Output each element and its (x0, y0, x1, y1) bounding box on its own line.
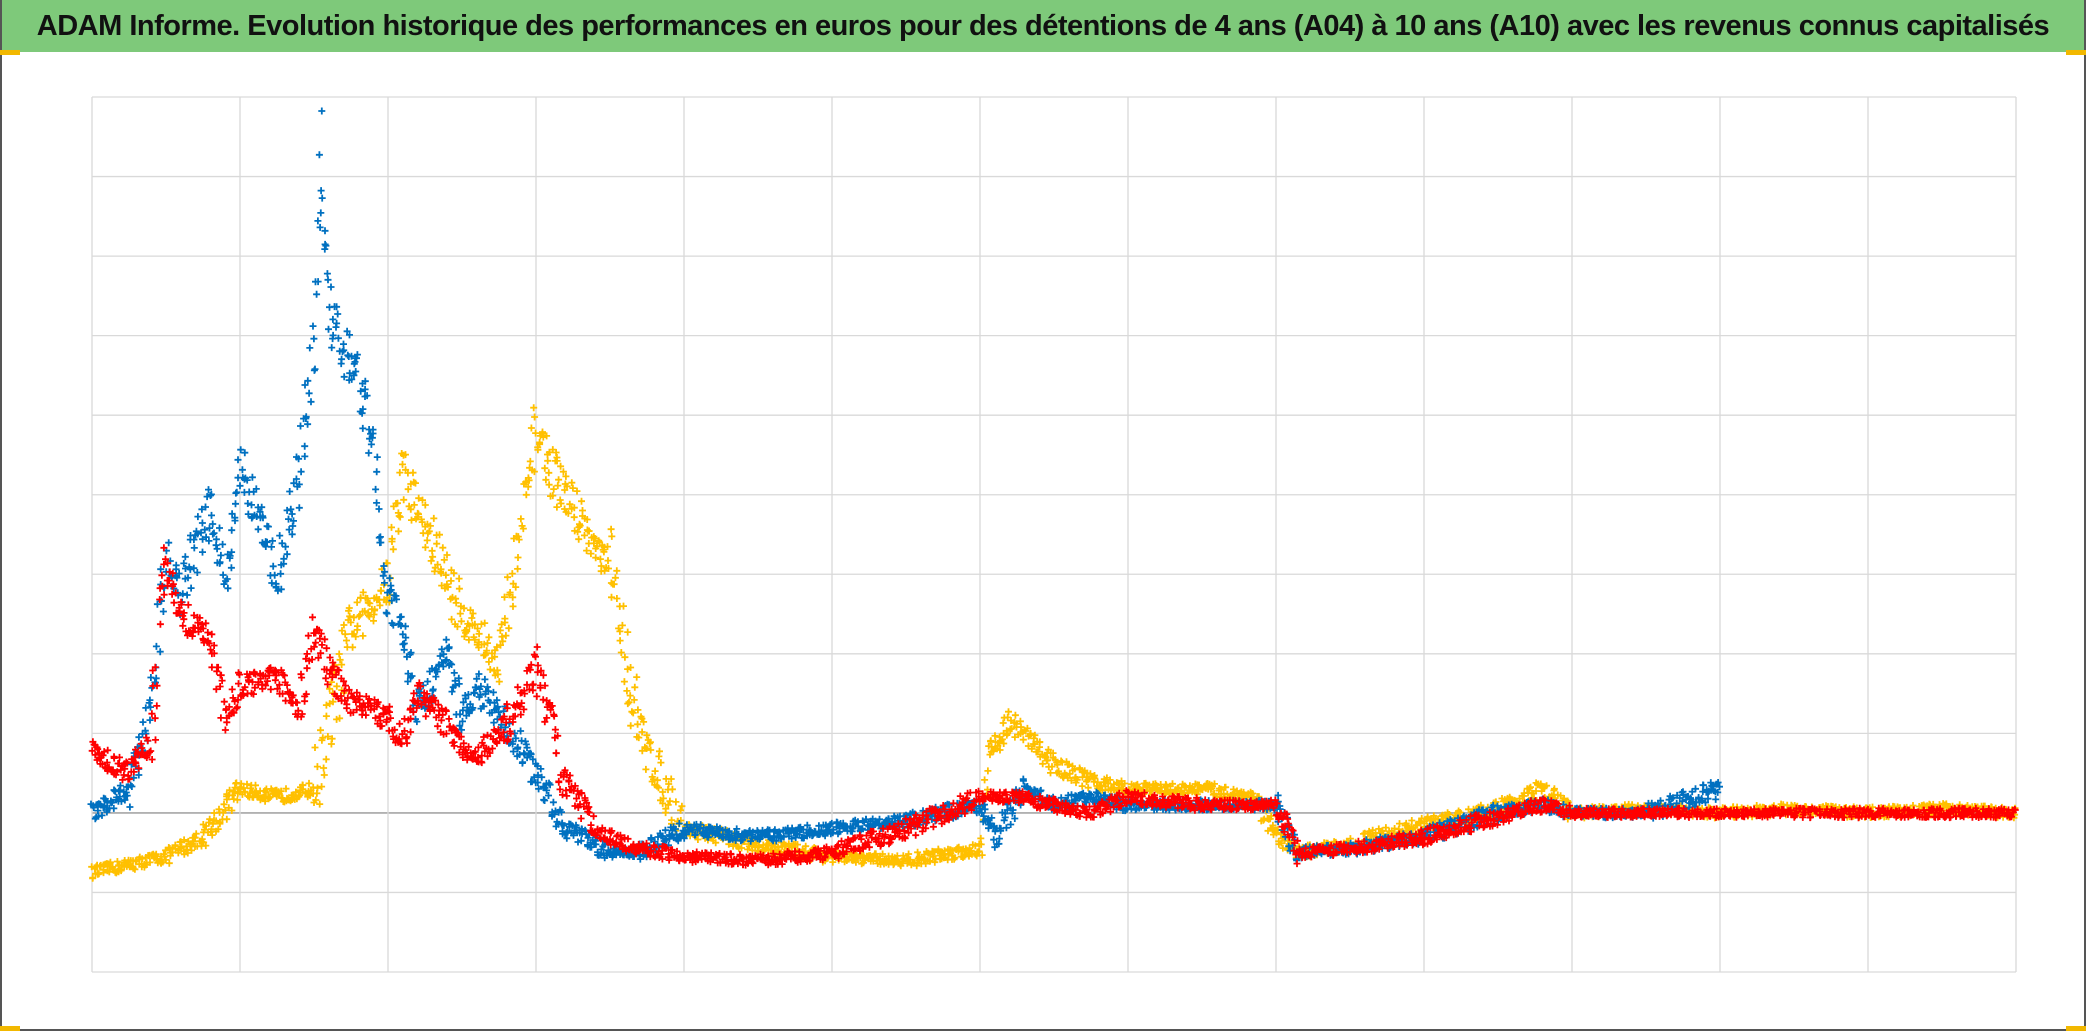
series-1 (87, 107, 1723, 864)
series-2 (88, 544, 2019, 869)
series-1-markers (87, 107, 1723, 864)
frame-corner-top-right (2066, 50, 2086, 55)
frame-corner-bottom-left (0, 1026, 20, 1031)
frame-corner-bottom-right (2066, 1026, 2086, 1031)
frame-corner-top-left (0, 50, 20, 55)
series-layer (87, 107, 2019, 882)
chart-title: ADAM Informe. Evolution historique des p… (36, 9, 2050, 42)
chart-title-bar: ADAM Informe. Evolution historique des p… (0, 0, 2086, 52)
series-2-markers (88, 544, 2019, 869)
